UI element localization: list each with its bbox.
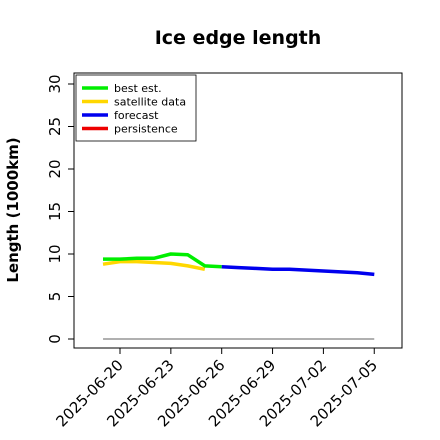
y-tick-label: 20 xyxy=(46,159,64,178)
legend-box xyxy=(75,74,197,142)
series-layer xyxy=(102,252,375,277)
y-tick-label: 15 xyxy=(46,202,64,221)
legend-label: forecast xyxy=(114,109,159,122)
legend-label: satellite data xyxy=(114,96,186,109)
y-tick-label: 25 xyxy=(46,117,64,136)
y-axis-label: Length (1000km) xyxy=(4,137,22,282)
y-tick-label: 0 xyxy=(46,334,64,344)
series-line-best-est- xyxy=(103,252,222,269)
chart-title: Ice edge length xyxy=(155,27,322,49)
y-tick-label: 10 xyxy=(46,244,64,263)
legend: best est.satellite dataforecastpersisten… xyxy=(75,74,197,142)
legend-label: persistence xyxy=(114,123,178,136)
y-tick-label: 30 xyxy=(46,74,64,93)
y-tick-label: 5 xyxy=(46,292,64,302)
plot-area xyxy=(73,72,403,349)
y-axis: 0 5 10 15 20 25 30 xyxy=(46,74,74,344)
series-line-forecast xyxy=(221,265,375,277)
series-line-satellite-data xyxy=(102,259,206,272)
x-axis: 2025-06-202025-06-232025-06-262025-06-29… xyxy=(52,348,381,430)
legend-label: best est. xyxy=(114,82,162,95)
